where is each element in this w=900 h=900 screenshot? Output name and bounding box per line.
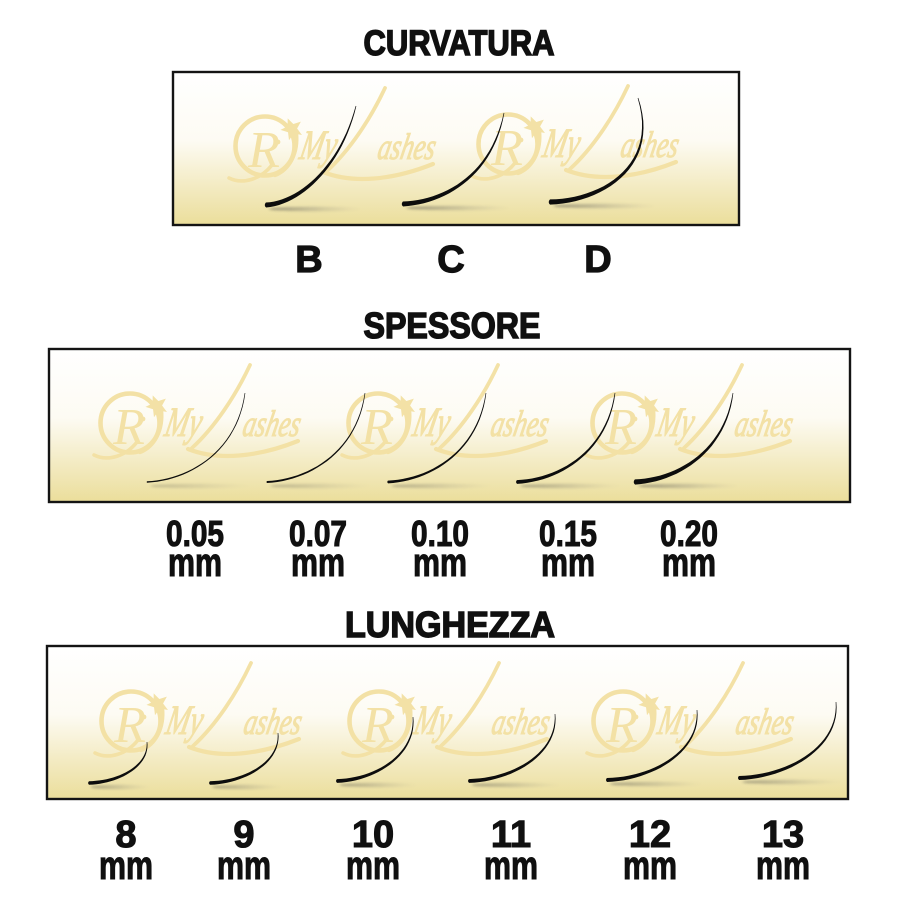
svg-text:mm: mm (346, 844, 400, 888)
svg-text:mm: mm (99, 844, 153, 888)
svg-text:0.15: 0.15 (539, 513, 597, 554)
svg-text:12: 12 (629, 814, 671, 856)
svg-text:C: C (437, 239, 464, 281)
svg-text:10: 10 (352, 814, 394, 856)
svg-text:LUNGHEZZA: LUNGHEZZA (345, 604, 555, 645)
svg-text:B: B (295, 239, 322, 281)
svg-text:0.05: 0.05 (166, 513, 224, 554)
svg-text:0.07: 0.07 (289, 513, 347, 554)
svg-text:mm: mm (541, 541, 595, 585)
svg-text:SPESSORE: SPESSORE (364, 305, 541, 346)
svg-text:mm: mm (623, 844, 677, 888)
svg-text:8: 8 (115, 814, 136, 856)
svg-text:D: D (584, 239, 611, 281)
svg-text:mm: mm (662, 541, 716, 585)
svg-text:11: 11 (491, 814, 531, 856)
svg-text:mm: mm (168, 541, 222, 585)
svg-text:mm: mm (413, 541, 467, 585)
svg-text:mm: mm (217, 844, 271, 888)
svg-text:mm: mm (291, 541, 345, 585)
svg-text:CURVATURA: CURVATURA (364, 24, 555, 63)
svg-text:mm: mm (484, 844, 538, 888)
svg-text:mm: mm (756, 844, 810, 888)
svg-text:0.10: 0.10 (411, 513, 469, 554)
svg-text:9: 9 (233, 814, 254, 856)
svg-text:13: 13 (762, 814, 804, 856)
svg-text:0.20: 0.20 (660, 513, 718, 554)
